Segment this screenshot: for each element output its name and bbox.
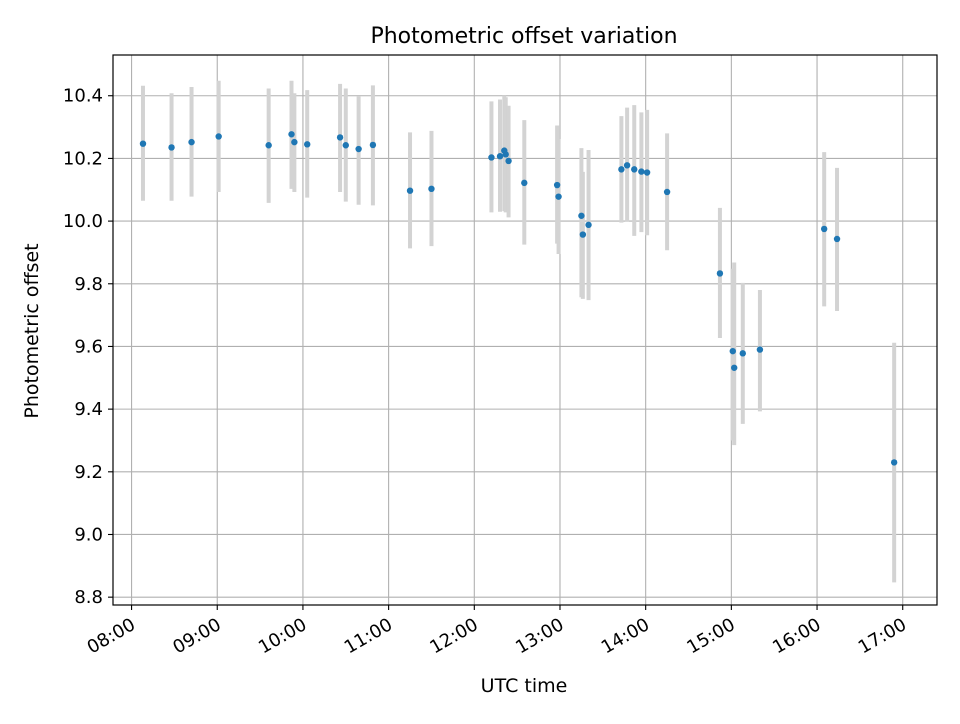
data-point <box>496 153 504 160</box>
data-point <box>631 166 638 173</box>
data-point <box>406 187 414 194</box>
y-tick-label: 10.0 <box>63 211 103 232</box>
data-point <box>739 350 746 357</box>
data-point <box>336 134 344 141</box>
data-point <box>585 221 592 229</box>
data-point <box>265 142 272 149</box>
data-point <box>215 133 222 140</box>
data-point <box>638 168 645 175</box>
data-point <box>756 346 764 353</box>
y-tick-label: 9.6 <box>74 336 103 357</box>
data-point <box>188 138 195 146</box>
data-point <box>291 138 298 146</box>
data-point <box>618 166 625 173</box>
data-point <box>342 142 349 149</box>
data-point <box>716 270 724 277</box>
chart-title: Photometric offset variation <box>370 24 677 49</box>
plot-frame <box>112 54 938 606</box>
y-tick-label: 8.8 <box>74 587 103 608</box>
y-tick-label: 10.4 <box>63 86 103 107</box>
data-point <box>663 188 671 196</box>
data-point <box>288 131 295 138</box>
y-tick-label: 9.4 <box>74 399 103 420</box>
data-point <box>555 193 562 200</box>
data-point <box>168 144 175 151</box>
data-point <box>623 162 631 169</box>
data-point <box>355 145 362 153</box>
data-point <box>139 140 147 147</box>
data-point <box>890 459 898 466</box>
data-point <box>578 212 585 219</box>
data-points <box>139 131 898 466</box>
data-point <box>833 235 841 243</box>
data-point <box>428 185 435 193</box>
data-point <box>505 157 512 165</box>
data-point <box>553 181 561 189</box>
y-axis-label: Photometric offset <box>21 243 43 418</box>
data-point <box>488 154 495 161</box>
y-axis-ticks: 8.8 9.0 9.2 9.4 9.6 9.8 10.0 10.2 10.4 <box>63 86 113 608</box>
data-point <box>304 141 311 148</box>
y-tick-label: 10.2 <box>63 148 103 169</box>
x-axis-label: UTC time <box>481 675 568 697</box>
data-point <box>731 364 738 371</box>
y-tick-label: 9.8 <box>74 274 103 295</box>
data-point <box>729 347 736 355</box>
data-point <box>820 225 828 233</box>
y-tick-label: 9.2 <box>74 462 103 483</box>
data-point <box>643 169 651 176</box>
grid <box>113 55 937 605</box>
y-tick-label: 9.0 <box>74 524 103 545</box>
data-point <box>521 179 528 187</box>
data-point <box>369 141 377 149</box>
data-point <box>502 151 509 158</box>
data-point <box>579 231 587 238</box>
